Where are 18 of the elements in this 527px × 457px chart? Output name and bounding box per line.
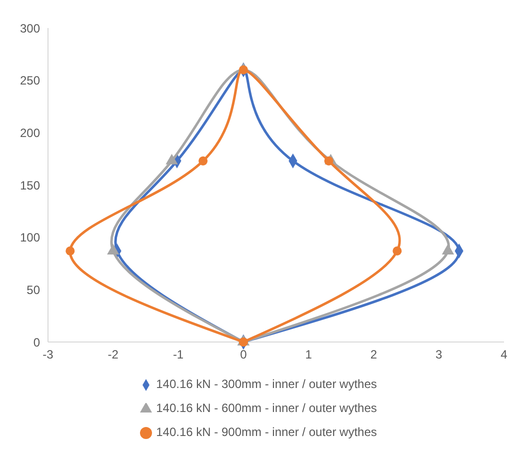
y-tick-label: 250 xyxy=(20,74,40,88)
y-tick-label: 100 xyxy=(20,230,40,245)
y-tick-label: 150 xyxy=(20,178,40,192)
x-tick-label: 0 xyxy=(240,348,248,362)
legend-label: 140.16 kN - 600mm - inner / outer wythes xyxy=(156,401,377,415)
y-tick-label: 0 xyxy=(33,335,40,350)
legend-label: 140.16 kN - 900mm - inner / outer wythes xyxy=(156,425,377,439)
y-tick-label: 300 xyxy=(20,21,40,36)
x-tick-label: 3 xyxy=(436,348,443,362)
x-tick-label: 2 xyxy=(370,348,378,362)
y-tick-label: 50 xyxy=(26,282,40,297)
y-tick-label: 200 xyxy=(20,126,40,140)
legend-label: 140.16 kN - 300mm - inner / outer wythes xyxy=(156,377,377,391)
x-tick-label: -2 xyxy=(108,348,119,362)
x-tick-label: -3 xyxy=(42,348,54,362)
x-tick-label: 1 xyxy=(305,348,312,362)
x-tick-label: -1 xyxy=(172,348,184,362)
x-tick-label: 4 xyxy=(500,348,508,362)
